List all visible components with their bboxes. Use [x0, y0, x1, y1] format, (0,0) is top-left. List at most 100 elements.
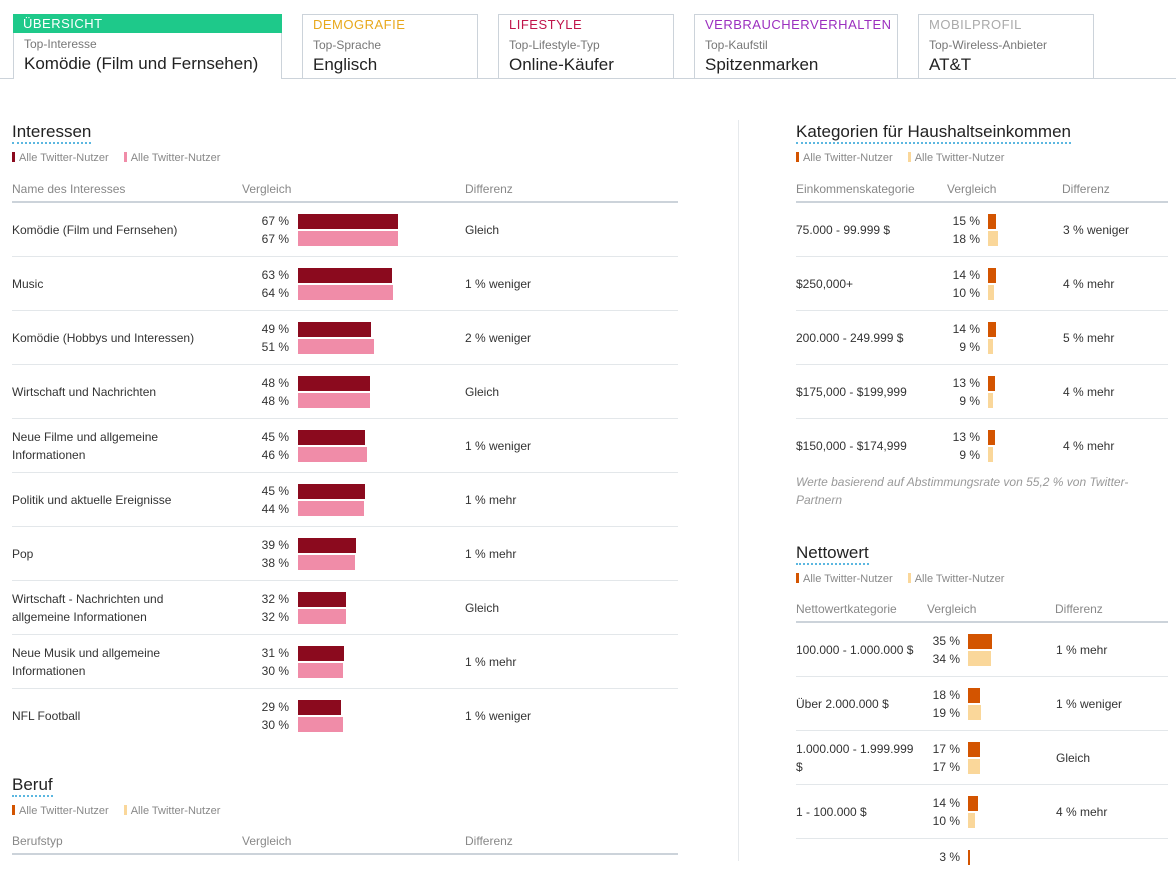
occupation-title: Beruf: [12, 775, 53, 797]
value-label-b: 38 %: [261, 556, 289, 570]
value-label-a: 67 %: [261, 214, 289, 228]
value-label-a: 39 %: [261, 538, 289, 552]
difference-value: 1 % mehr: [465, 547, 517, 561]
row-label: Pop: [12, 547, 34, 561]
difference-value: 1 % mehr: [1056, 643, 1108, 657]
tab-subtitle: Top-Interesse: [24, 37, 97, 51]
legend-swatch: [796, 152, 799, 162]
column-header-difference: Differenz: [465, 834, 513, 848]
bar-series-a: [988, 268, 996, 283]
row-separator: [12, 310, 678, 311]
bar-series-a: [298, 646, 345, 661]
value-label-b: 9 %: [959, 394, 980, 408]
legend-label: Alle Twitter-Nutzer: [803, 152, 893, 164]
value-label-b: 19 %: [932, 706, 960, 720]
value-label-b: 48 %: [261, 394, 289, 408]
bar-series-a: [298, 484, 366, 499]
column-header-comparison: Vergleich: [927, 602, 977, 616]
bar-series-b: [988, 285, 994, 300]
tab-title: ÜBERSICHT: [13, 14, 282, 33]
bar-series-b: [968, 651, 992, 666]
value-label-a: 15 %: [952, 214, 980, 228]
value-label-a: 14 %: [952, 268, 980, 282]
tab-title: LIFESTYLE: [509, 17, 583, 32]
legend-swatch: [12, 152, 15, 162]
value-label-b: 17 %: [932, 760, 960, 774]
legend-label: Alle Twitter-Nutzer: [130, 152, 221, 164]
value-label-b: 30 %: [261, 718, 289, 732]
legend-swatch: [12, 805, 15, 815]
tab-lifestyle[interactable]: LIFESTYLE Top-Lifestyle-Typ Online-Käufe…: [498, 14, 674, 78]
interests-header-rule: [12, 201, 678, 203]
value-label-b: 67 %: [261, 232, 289, 246]
row-label: Neue Filme und allgemeine Informationen: [12, 430, 159, 462]
occupation-legend: Alle Twitter-Nutzer Alle Twitter-Nutzer: [12, 805, 232, 817]
value-label-b: 30 %: [261, 664, 289, 678]
row-separator: [12, 634, 678, 635]
difference-value: 1 % mehr: [465, 655, 517, 669]
table-row: 75.000 - 99.999 $ 15 % 18 % 3 % weniger: [796, 203, 1168, 257]
row-separator: [796, 310, 1168, 311]
tab-value: Spitzenmarken: [705, 55, 819, 74]
bar-series-b: [988, 339, 993, 354]
difference-value: Gleich: [465, 223, 500, 237]
difference-value: 2 % weniger: [465, 331, 532, 345]
networth-table-header: Nettowertkategorie Vergleich Differenz: [796, 602, 1168, 616]
column-header-difference: Differenz: [1055, 602, 1103, 616]
tab-demographics[interactable]: DEMOGRAFIE Top-Sprache Englisch: [302, 14, 478, 78]
bar-series-b: [298, 555, 355, 570]
row-separator: [796, 418, 1168, 419]
bar-series-b: [298, 447, 367, 462]
networth-legend: Alle Twitter-Nutzer Alle Twitter-Nutzer: [796, 573, 1016, 585]
tab-overview[interactable]: ÜBERSICHT Top-Interesse Komödie (Film un…: [13, 14, 282, 79]
difference-value: 4 % mehr: [1063, 439, 1115, 453]
row-separator: [12, 688, 678, 689]
row-label: $250,000+: [796, 277, 854, 291]
interests-title: Interessen: [12, 122, 92, 144]
value-label-b: 10 %: [932, 814, 960, 828]
table-row: Neue Musik und allgemeine Informationen 3…: [12, 635, 678, 689]
occupation-table-header: Berufstyp Vergleich Differenz: [12, 834, 678, 848]
column-header-name: Name des Interesses: [12, 182, 126, 196]
column-header-comparison: Vergleich: [947, 182, 997, 196]
table-row: $150,000 - $174,999 13 % 9 % 4 % mehr: [796, 419, 1168, 473]
legend-label: Alle Twitter-Nutzer: [803, 573, 893, 585]
row-separator: [796, 730, 1168, 731]
bar-series-a: [968, 850, 971, 865]
occupation-header-rule: [12, 853, 678, 855]
row-separator: [796, 256, 1168, 257]
row-separator: [796, 676, 1168, 677]
table-row: Über 2.000.000 $ 18 % 19 % 1 % weniger: [796, 677, 1168, 731]
value-label-a: 3 %: [939, 850, 960, 864]
difference-value: Gleich: [465, 385, 500, 399]
interests-table-header: Name des Interesses Vergleich Differenz: [12, 182, 678, 196]
table-row: Wirtschaft - Nachrichten und allgemeine …: [12, 581, 678, 635]
row-label: 200.000 - 249.999 $: [796, 331, 904, 345]
row-label: Komödie (Film und Fernsehen): [12, 223, 178, 237]
row-separator: [12, 526, 678, 527]
value-label-b: 64 %: [261, 286, 289, 300]
difference-value: 4 % mehr: [1056, 805, 1108, 819]
tab-mobile-profile[interactable]: MOBILPROFIL Top-Wireless-Anbieter AT&T: [918, 14, 1094, 78]
value-label-a: 13 %: [952, 376, 980, 390]
row-label: 1 - 100.000 $: [796, 805, 867, 819]
value-label-b: 32 %: [261, 610, 289, 624]
bar-series-a: [298, 268, 392, 283]
bar-series-b: [298, 339, 374, 354]
column-header-comparison: Vergleich: [242, 834, 292, 848]
bar-series-b: [988, 231, 998, 246]
bar-series-b: [968, 759, 980, 774]
tab-subtitle: Top-Wireless-Anbieter: [929, 38, 1048, 52]
column-header-name: Einkommenskategorie: [796, 182, 915, 196]
value-label-a: 13 %: [952, 430, 980, 444]
bar-series-b: [298, 393, 370, 408]
bar-series-b: [298, 501, 364, 516]
legend-item: Alle Twitter-Nutzer: [123, 805, 220, 817]
value-label-a: 17 %: [932, 742, 960, 756]
table-row: Komödie (Film und Fernsehen) 67 % 67 % Glei…: [12, 203, 678, 257]
table-row: 1.000.000 - 1.999.999 $ 17 % 17 % Gleich: [796, 731, 1168, 785]
tab-consumer-behavior[interactable]: VERBRAUCHERVERHALTEN Top-Kaufstil Spitze…: [694, 14, 898, 78]
row-separator: [796, 364, 1168, 365]
difference-value: 1 % weniger: [1056, 697, 1123, 711]
bar-series-b: [298, 663, 343, 678]
